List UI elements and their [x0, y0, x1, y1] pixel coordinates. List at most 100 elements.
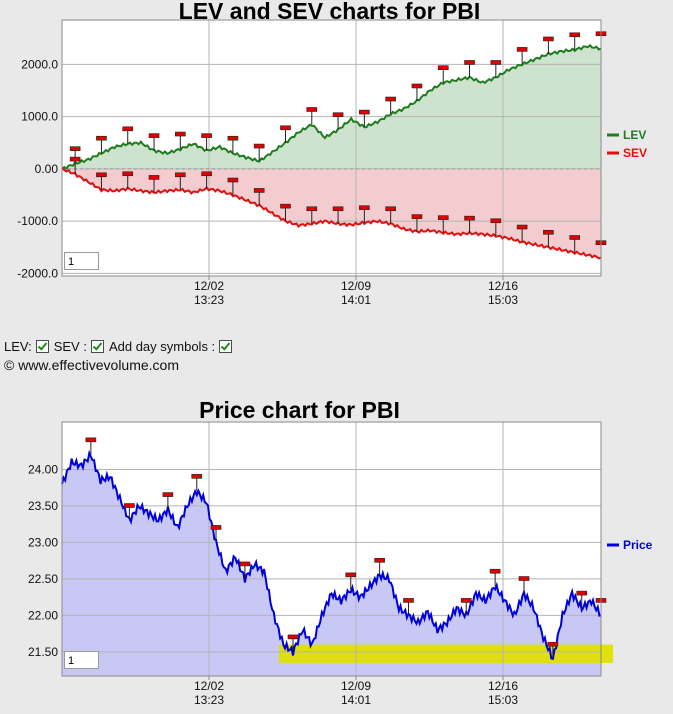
day-symbol-flag: [96, 135, 107, 141]
series-line-price: [61, 449, 602, 661]
day-symbol-flag: [490, 218, 502, 224]
series-line-lev: [61, 43, 602, 170]
sev-checkbox[interactable]: [90, 340, 104, 353]
y-tick-label: 22.00: [28, 608, 58, 622]
x-tick-label: 12/16: [488, 279, 518, 293]
day-symbol-flag: [122, 171, 134, 177]
day-symbol-flag: [287, 634, 299, 640]
day-symbol-flag: [345, 572, 357, 578]
day-symbol-flag: [547, 641, 559, 647]
day-symbols-label: Add day symbols :: [108, 339, 216, 354]
day-symbol-flag: [191, 474, 203, 479]
day-symbol-flag: [403, 598, 414, 603]
day-symbol-flag: [69, 146, 81, 151]
day-symbol-flag: [569, 32, 581, 38]
day-symbol-flag: [280, 203, 291, 209]
lev-sev-chart[interactable]: 2000.0 1000.0 0.00 -1000.0 -2000.0 12/0213:23…: [0, 0, 673, 320]
day-symbol-flag: [332, 112, 344, 118]
x-tick-label: 12/09: [341, 679, 371, 693]
day-symbol-flag: [239, 561, 251, 567]
series-line-sev: [61, 167, 602, 260]
day-symbol-flag: [69, 156, 81, 162]
day-symbol-flag: [374, 557, 385, 563]
day-symbol-flag: [411, 214, 423, 219]
day-symbol-flag: [543, 229, 554, 235]
day-symbol-flag: [124, 503, 135, 508]
day-symbol-flag: [359, 109, 370, 115]
day-symbol-flag: [253, 188, 265, 193]
y-tick-label: 1000.0: [21, 110, 58, 124]
day-symbol-flag: [489, 568, 501, 574]
x-tick-label: 12/09: [341, 279, 371, 293]
day-symbol-flag: [518, 576, 530, 581]
day-symbol-flag: [201, 133, 212, 138]
day-symbol-flag: [280, 125, 291, 131]
day-symbol-flag: [437, 215, 449, 220]
day-symbol-flag: [359, 205, 370, 211]
x-tick-label: 13:23: [194, 693, 224, 707]
y-tick-label: -2000.0: [17, 266, 58, 280]
x-tick-label: 12/16: [488, 679, 518, 693]
day-symbol-flag: [411, 83, 423, 89]
day-symbol-flag: [385, 206, 396, 212]
y-tick-label: 23.50: [28, 499, 58, 513]
area-fill-price: [62, 454, 601, 676]
y-tick-label: 22.50: [28, 572, 58, 586]
day-symbol-flag: [306, 107, 318, 112]
day-symbol-flag: [148, 175, 160, 180]
day-symbol-flag: [96, 172, 107, 178]
x-tick-label: 12/02: [194, 679, 224, 693]
day-symbol-flag: [227, 177, 239, 183]
day-symbol-flag: [122, 126, 134, 132]
day-symbol-flag: [148, 133, 160, 138]
day-symbol-flag: [516, 47, 528, 52]
area-fill-lev: [62, 46, 601, 169]
day-symbol-flag: [162, 492, 174, 497]
day-symbol-flag: [460, 598, 472, 603]
day-symbol-flag: [85, 437, 97, 443]
x-tick-label: 15:03: [488, 293, 518, 307]
x-tick-label: 12/02: [194, 279, 224, 293]
y-tick-label: -1000.0: [17, 214, 58, 228]
day-symbol-flag: [210, 525, 222, 530]
day-symbol-flag: [201, 171, 212, 177]
lev-label: LEV:: [4, 339, 32, 354]
day-symbol-flag: [332, 206, 344, 212]
legend-label-lev: LEV: [623, 128, 646, 142]
highlight-band: [279, 644, 613, 663]
day-symbol-flag: [464, 60, 475, 65]
day-symbol-flag: [464, 215, 475, 221]
day-symbol-flag: [385, 96, 396, 102]
legend-label-sev: SEV: [623, 146, 647, 160]
x-tick-label: 14:01: [341, 693, 371, 707]
y-tick-label: 2000.0: [21, 57, 58, 71]
zoom-input-bottom[interactable]: 1: [64, 651, 99, 669]
x-tick-label: 14:01: [341, 293, 371, 307]
y-tick-label: 0.00: [35, 162, 59, 176]
day-symbol-flag: [569, 235, 581, 240]
day-symbol-flag: [227, 135, 239, 141]
day-symbol-flag: [516, 224, 528, 230]
day-symbol-flag: [253, 143, 265, 149]
zoom-input-top[interactable]: 1: [64, 252, 99, 270]
chart-controls: LEV: SEV : Add day symbols :: [4, 339, 235, 354]
y-tick-label: 21.50: [28, 645, 58, 659]
lev-checkbox[interactable]: [35, 340, 49, 353]
y-tick-label: 23.00: [28, 535, 58, 549]
day-symbol-flag: [437, 65, 449, 70]
copyright-text: © www.effectivevolume.com: [4, 357, 180, 373]
day-symbol-flag: [175, 172, 186, 178]
day-symbol-flag: [576, 590, 588, 596]
day-symbol-flag: [543, 36, 554, 42]
legend-label-price: Price: [623, 538, 653, 552]
x-tick-label: 13:23: [194, 293, 224, 307]
y-tick-label: 24.00: [28, 462, 58, 476]
x-tick-label: 15:03: [488, 693, 518, 707]
day-symbols-checkbox[interactable]: [219, 340, 233, 353]
price-chart[interactable]: 24.00 23.50 23.00 22.50 22.00 21.50 12/0213:23…: [0, 410, 673, 714]
price-chart-title: Price chart for PBI: [199, 397, 400, 423]
plot-frame: [61, 19, 602, 277]
day-symbol-flag: [306, 206, 318, 212]
day-symbol-flag: [490, 60, 502, 65]
sev-label: SEV :: [53, 339, 87, 354]
